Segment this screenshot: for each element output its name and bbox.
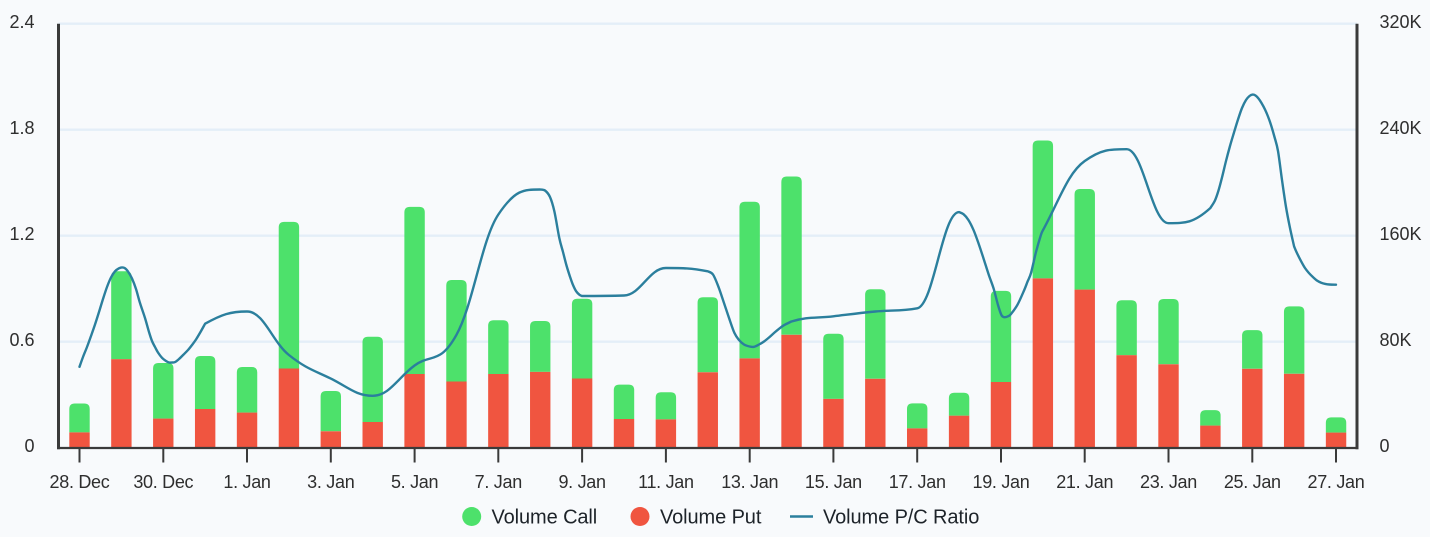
svg-text:9. Jan: 9. Jan	[558, 472, 605, 492]
svg-text:0.6: 0.6	[9, 330, 34, 350]
svg-text:Volume P/C Ratio: Volume P/C Ratio	[823, 507, 979, 529]
svg-text:0: 0	[1380, 436, 1390, 456]
svg-text:0: 0	[24, 436, 34, 456]
svg-text:1. Jan: 1. Jan	[223, 472, 270, 492]
svg-text:7. Jan: 7. Jan	[475, 472, 522, 492]
svg-text:2.4: 2.4	[9, 12, 34, 32]
svg-text:Volume Put: Volume Put	[660, 507, 762, 529]
svg-text:21. Jan: 21. Jan	[1056, 472, 1113, 492]
svg-text:80K: 80K	[1380, 330, 1412, 350]
svg-text:15. Jan: 15. Jan	[805, 472, 862, 492]
svg-text:30. Dec: 30. Dec	[133, 472, 193, 492]
svg-text:28. Dec: 28. Dec	[50, 472, 110, 492]
svg-text:17. Jan: 17. Jan	[889, 472, 946, 492]
svg-text:Volume Call: Volume Call	[492, 507, 598, 529]
svg-text:1.8: 1.8	[9, 118, 34, 138]
svg-text:13. Jan: 13. Jan	[721, 472, 778, 492]
svg-text:1.2: 1.2	[9, 224, 34, 244]
svg-text:27. Jan: 27. Jan	[1308, 472, 1365, 492]
svg-text:3. Jan: 3. Jan	[307, 472, 354, 492]
svg-text:11. Jan: 11. Jan	[638, 472, 694, 492]
svg-text:25. Jan: 25. Jan	[1224, 472, 1281, 492]
svg-text:23. Jan: 23. Jan	[1140, 472, 1197, 492]
svg-text:5. Jan: 5. Jan	[391, 472, 438, 492]
svg-text:240K: 240K	[1380, 118, 1422, 138]
svg-text:160K: 160K	[1380, 224, 1422, 244]
svg-text:320K: 320K	[1380, 12, 1422, 32]
svg-text:19. Jan: 19. Jan	[973, 472, 1030, 492]
